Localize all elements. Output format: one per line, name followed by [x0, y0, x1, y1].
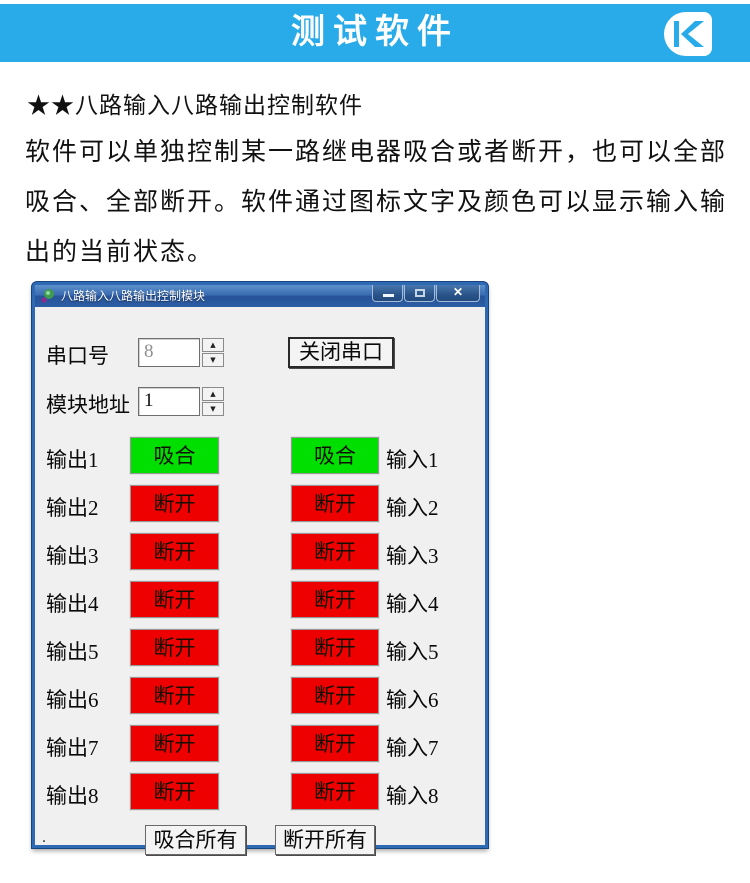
window-title: 八路输入八路输出控制模块	[61, 289, 206, 303]
input-label: 输入4	[386, 592, 439, 616]
spin-up-icon[interactable]: ▲	[202, 387, 224, 401]
window-controls: ✕	[372, 285, 480, 302]
output-state-button[interactable]: 断开	[130, 533, 219, 570]
output-label: 输出2	[46, 496, 99, 520]
output-state-button[interactable]: 吸合	[130, 437, 219, 474]
input-state-indicator: 吸合	[291, 437, 379, 474]
close-serial-button[interactable]: 关闭串口	[288, 337, 394, 368]
input-state-indicator: 断开	[291, 773, 379, 810]
all-on-button[interactable]: 吸合所有	[145, 825, 246, 855]
module-address-spinner: 1 ▲ ▼	[138, 387, 224, 416]
output-label: 输出7	[46, 736, 99, 760]
input-state-indicator: 断开	[291, 581, 379, 618]
output-label: 输出5	[46, 640, 99, 664]
input-label: 输入8	[386, 784, 439, 808]
output-state-button[interactable]: 断开	[130, 725, 219, 762]
input-label: 输入6	[386, 688, 439, 712]
input-state-indicator: 断开	[291, 629, 379, 666]
serial-port-label: 串口号	[46, 344, 109, 368]
io-row: 输出7 断开 断开 输入7	[35, 725, 485, 773]
io-row: 输出1 吸合 吸合 输入1	[35, 437, 485, 485]
input-state-indicator: 断开	[291, 677, 379, 714]
input-label: 输入3	[386, 544, 439, 568]
output-label: 输出1	[46, 448, 99, 472]
minimize-icon	[383, 294, 394, 297]
io-row: 输出5 断开 断开 输入5	[35, 629, 485, 677]
intro-heading: ★★八路输入八路输出控制软件	[27, 93, 363, 118]
close-button[interactable]: ✕	[436, 285, 480, 302]
output-label: 输出8	[46, 784, 99, 808]
control-module-window: 八路输入八路输出控制模块 ✕ 串口号 8 ▲ ▼ 关闭串口 模块地址 1 ▲ ▼	[32, 282, 488, 855]
io-row: 输出2 断开 断开 输入2	[35, 485, 485, 533]
input-label: 输入7	[386, 736, 439, 760]
output-label: 输出3	[46, 544, 99, 568]
module-address-input[interactable]: 1	[138, 387, 200, 416]
spin-down-icon[interactable]: ▼	[202, 353, 224, 367]
brand-logo-icon	[664, 12, 712, 56]
module-address-label: 模块地址	[46, 393, 130, 417]
app-icon	[41, 289, 54, 303]
maximize-icon	[415, 289, 425, 297]
output-state-button[interactable]: 断开	[130, 629, 219, 666]
maximize-button[interactable]	[404, 285, 435, 302]
output-state-button[interactable]: 断开	[130, 773, 219, 810]
io-row: 输出8 断开 断开 输入8	[35, 773, 485, 821]
spin-down-icon[interactable]: ▼	[202, 402, 224, 416]
all-off-button[interactable]: 断开所有	[275, 825, 375, 855]
input-label: 输入5	[386, 640, 439, 664]
output-state-button[interactable]: 断开	[130, 677, 219, 714]
input-label: 输入2	[386, 496, 439, 520]
module-spin-buttons: ▲ ▼	[202, 387, 224, 416]
input-state-indicator: 断开	[291, 485, 379, 522]
serial-port-spinner: 8 ▲ ▼	[138, 338, 224, 367]
intro-paragraph: 软件可以单独控制某一路继电器吸合或者断开，也可以全部吸合、全部断开。软件通过图标…	[25, 139, 728, 266]
input-state-indicator: 断开	[291, 533, 379, 570]
window-titlebar[interactable]: 八路输入八路输出控制模块 ✕	[35, 285, 485, 307]
output-label: 输出6	[46, 688, 99, 712]
output-state-button[interactable]: 断开	[130, 485, 219, 522]
io-row: 输出6 断开 断开 输入6	[35, 677, 485, 725]
io-rows: 输出1 吸合 吸合 输入1 输出2 断开 断开 输入2 输出3 断开 断开 输入…	[35, 437, 485, 821]
app-header: 测试软件	[0, 4, 750, 62]
io-row: 输出4 断开 断开 输入4	[35, 581, 485, 629]
page-title: 测试软件	[291, 14, 459, 51]
serial-spin-buttons: ▲ ▼	[202, 338, 224, 367]
footer-dot: .	[42, 829, 46, 846]
window-client-area: 串口号 8 ▲ ▼ 关闭串口 模块地址 1 ▲ ▼ 输出1 吸合 吸合 输入1 …	[35, 307, 485, 855]
output-label: 输出4	[46, 592, 99, 616]
minimize-button[interactable]	[372, 285, 403, 302]
output-state-button[interactable]: 断开	[130, 581, 219, 618]
close-icon: ✕	[452, 285, 464, 299]
serial-port-input[interactable]: 8	[138, 338, 200, 367]
input-state-indicator: 断开	[291, 725, 379, 762]
spin-up-icon[interactable]: ▲	[202, 338, 224, 352]
io-row: 输出3 断开 断开 输入3	[35, 533, 485, 581]
input-label: 输入1	[386, 448, 439, 472]
